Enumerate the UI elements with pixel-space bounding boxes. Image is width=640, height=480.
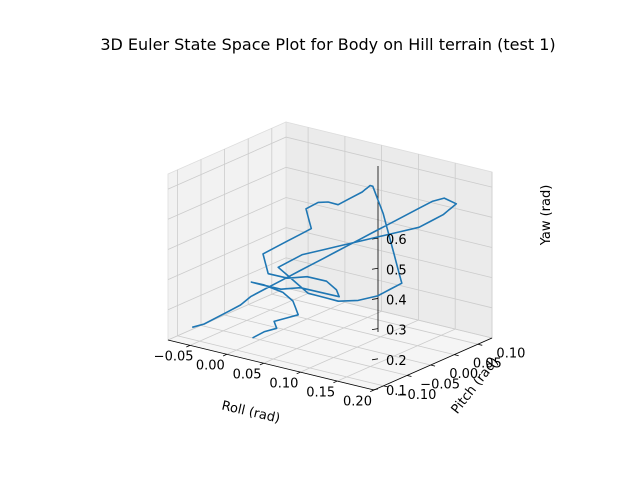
x-tick-mark bbox=[259, 362, 264, 366]
z-tick-mark bbox=[371, 358, 379, 361]
y-tick-mark bbox=[477, 343, 483, 346]
tick-labels: −0.050.000.050.100.150.20 −0.10−0.050.000… bbox=[154, 233, 526, 409]
x-tick-mark bbox=[296, 371, 301, 375]
grid-lines bbox=[167, 127, 493, 391]
z-gridline bbox=[167, 227, 493, 280]
x-tick-label: −0.05 bbox=[154, 350, 194, 365]
chart-title: 3D Euler State Space Plot for Body on Hi… bbox=[100, 35, 555, 54]
y-tick-label: 0.10 bbox=[496, 346, 525, 361]
z-tick-mark bbox=[371, 328, 379, 331]
x-tick-mark bbox=[222, 353, 228, 357]
y-tick-label: 0.05 bbox=[473, 357, 502, 372]
x-tick-label: 0.10 bbox=[269, 376, 298, 391]
trajectory-line bbox=[191, 184, 458, 339]
z-gridline bbox=[167, 136, 493, 190]
x-tick-label: 0.20 bbox=[343, 394, 372, 409]
x-tick-label: 0.00 bbox=[196, 359, 225, 374]
z-tick-label: 0.4 bbox=[386, 294, 407, 309]
x-tick-label: 0.15 bbox=[306, 385, 335, 400]
axes-panes bbox=[166, 121, 494, 391]
z-tick-mark bbox=[371, 298, 379, 300]
z-tick-mark bbox=[371, 237, 379, 240]
data-layer bbox=[191, 184, 458, 339]
x-tick-mark bbox=[186, 344, 191, 348]
y-tick-label: −0.05 bbox=[420, 378, 460, 393]
y-tick-mark bbox=[454, 354, 459, 357]
z-tick-label: 0.6 bbox=[386, 233, 407, 248]
x-tick-mark bbox=[333, 380, 338, 384]
z-tick-label: 0.5 bbox=[386, 263, 407, 278]
x-tick-mark bbox=[370, 389, 375, 393]
y-tick-label: 0.00 bbox=[449, 367, 478, 382]
x-tick-label: 0.05 bbox=[233, 368, 262, 383]
z-tick-mark bbox=[371, 267, 379, 270]
y-tick-mark bbox=[406, 375, 412, 377]
y-tick-mark bbox=[383, 385, 388, 388]
z-axis-label: Yaw (rad) bbox=[539, 185, 554, 247]
axis-lines bbox=[167, 166, 493, 393]
z-gridline bbox=[167, 197, 493, 250]
z-gridline bbox=[167, 166, 493, 220]
z-tick-label: 0.3 bbox=[386, 324, 407, 339]
z-tick-label: 0.2 bbox=[386, 354, 407, 369]
z-gridline bbox=[167, 257, 493, 311]
y-axis-line bbox=[373, 337, 493, 391]
y-tick-mark bbox=[430, 364, 436, 367]
x-axis-line bbox=[167, 339, 375, 391]
z-tick-label: 0.1 bbox=[386, 384, 407, 399]
y-tick-label: −0.10 bbox=[397, 388, 437, 403]
